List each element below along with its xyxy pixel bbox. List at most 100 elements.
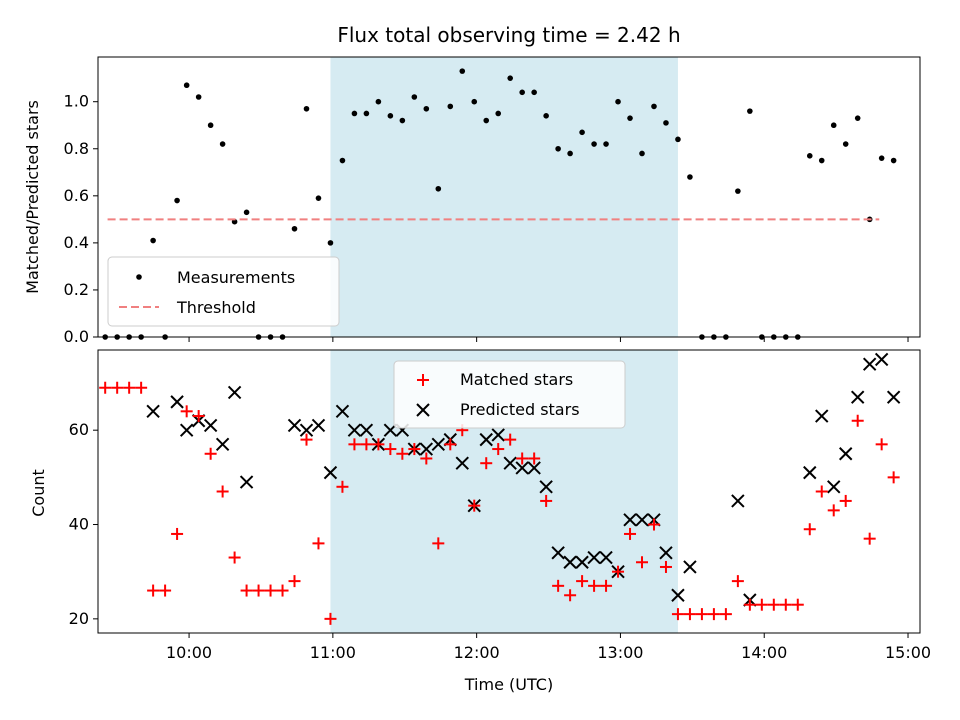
x-tick-label: 11:00 [310,643,356,662]
predicted-star-point [803,465,817,480]
predicted-star-point [587,550,601,565]
measurement-point [830,122,837,129]
predicted-star-point [539,480,553,494]
bottom-x-ticks: 10:00 11:00 12:00 13:00 14:00 15:00 [166,633,931,662]
matched-star-point [336,480,349,493]
measurement-point [579,129,585,136]
matched-star-point [803,523,816,536]
matched-star-point [372,438,385,451]
top-y-tick-label: 0.0 [64,327,89,346]
matched-star-point [779,598,792,611]
measurement-point [435,185,442,192]
top-y-ticks: 0.0 0.2 0.4 0.6 0.8 1.0 [64,92,98,346]
predicted-star-point [839,447,853,461]
matched-star-point [600,579,613,592]
matched-star-point [636,556,649,569]
predicted-star-point [527,461,541,475]
matched-star-point [887,471,900,484]
predicted-star-point [623,513,637,527]
bottom-y-tick-label: 40 [69,515,89,534]
predicted-star-point [731,494,745,508]
matched-star-point [264,584,277,597]
predicted-star-point [874,352,889,367]
matched-star-point [743,598,756,611]
predicted-star-point [455,456,469,470]
matched-star-point [480,457,493,470]
matched-star-point [228,551,241,564]
measurement-point [219,141,226,147]
predicted-star-point [215,437,230,452]
measurement-point [387,113,394,119]
matched-star-point [360,438,373,451]
measurement-point [150,237,156,244]
matched-star-point [123,381,136,394]
matched-star-point [468,499,481,512]
matched-star-point [695,608,708,621]
matched-star-point [216,485,229,498]
matched-star-point [444,438,457,451]
measurement-point [363,110,370,117]
bottom-y-ticks: 20 40 60 [69,420,98,628]
matched-star-point [192,410,205,423]
x-tick-label: 12:00 [454,643,500,662]
predicted-star-point [347,423,362,437]
measurement-point [351,110,358,117]
matched-star-point [827,504,840,517]
matched-star-point [731,575,744,588]
top-y-tick-label: 0.4 [64,233,89,252]
legend-predicted-marker [416,403,430,417]
predicted-star-point [431,437,446,452]
measurement-point [375,98,382,105]
matched-star-point [396,447,409,460]
bottom-plot-frame [97,349,921,634]
predicted-stars-points [146,352,901,607]
matched-star-point [540,494,553,507]
legend-measurements-label: Measurements [177,268,295,287]
predicted-star-point [287,418,302,433]
matched-stars-points [99,381,900,625]
measurement-point [291,225,298,232]
predicted-star-point [671,588,685,602]
matched-star-point [348,438,361,451]
top-y-tick-label: 0.2 [64,280,89,299]
chart-title: Flux total observing time = 2.42 h [337,23,680,47]
matched-star-point [516,452,529,465]
x-tick-label: 15:00 [885,643,931,662]
top-x-ticks [188,337,909,342]
matched-star-point [159,584,172,597]
bottom-y-tick-label: 60 [69,420,89,439]
top-observing-band [330,57,678,337]
matched-star-point [504,433,517,446]
predicted-star-point [827,480,841,494]
matched-star-point [767,598,780,611]
matched-star-point [147,584,160,597]
measurement-point [207,122,214,129]
measurement-point [459,68,466,74]
measurement-point [747,108,753,114]
predicted-star-point [886,390,901,404]
measurement-point [627,115,633,121]
matched-star-point [851,414,864,427]
measurement-point [339,157,346,164]
measurement-point [854,115,861,121]
measurement-point [651,103,657,110]
predicted-star-point [179,423,194,437]
matched-star-point [671,608,684,621]
predicted-star-point [323,465,338,480]
predicted-star-point [563,555,577,569]
predicted-star-point [311,418,326,433]
matched-star-point [647,518,660,531]
measurement-point [195,94,202,100]
matched-star-point [815,485,828,498]
matched-star-point [384,443,397,456]
legend-threshold-label: Threshold [176,298,256,317]
measurement-point [243,209,250,216]
matched-star-point [707,608,720,621]
matched-star-point [875,438,888,451]
predicted-star-point [335,404,350,419]
matched-star-point [564,589,577,602]
measurement-point [531,89,537,96]
top-panel: 0.0 0.2 0.4 0.6 0.8 1.0 Matched/Predicted sta… [23,56,921,346]
matched-star-point [171,527,184,540]
matched-star-point [432,537,445,550]
